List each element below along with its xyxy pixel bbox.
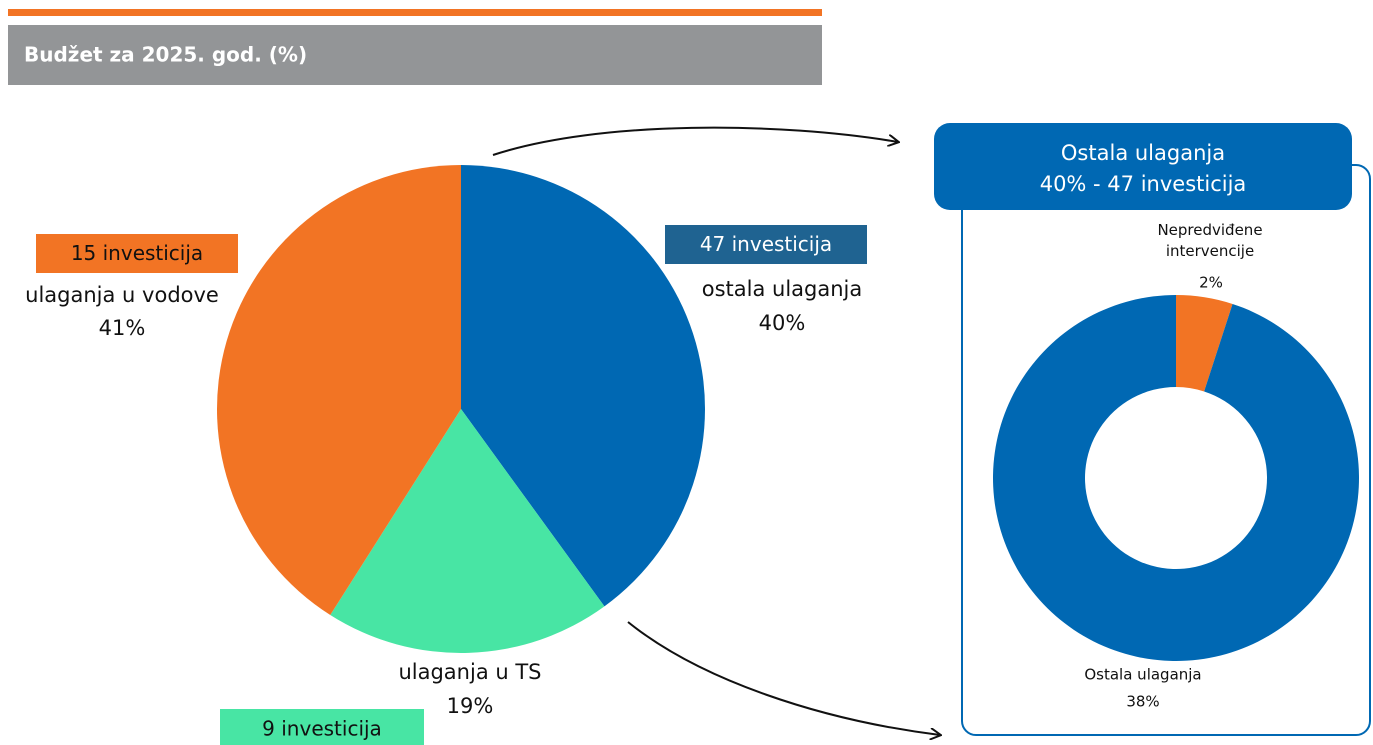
slice <box>461 165 705 607</box>
annotation: 15 investicija <box>71 241 203 265</box>
annotation: 9 investicija <box>262 717 382 741</box>
value-label: 41% <box>99 316 146 340</box>
detail-title: Ostala ulaganja <box>1061 141 1225 165</box>
detail-header <box>934 123 1352 210</box>
arrow <box>492 126 898 156</box>
value-label: 2% <box>1199 274 1223 292</box>
annotation-box <box>220 709 424 745</box>
slice <box>330 409 605 653</box>
category-label: ulaganja u vodove <box>25 283 219 307</box>
value-label: 38% <box>1126 693 1159 711</box>
header-bar <box>8 25 822 85</box>
chart-title: Budžet za 2025. god. (%) <box>24 43 307 67</box>
category-label: ulaganja u TS <box>398 660 541 684</box>
category-label-box: Nepredviđene intervencije <box>1157 221 1263 260</box>
value-label: 40% <box>759 311 806 335</box>
annotation: 47 investicija <box>700 232 832 256</box>
slice <box>1176 295 1233 392</box>
arrow <box>627 621 940 735</box>
value-label: 19% <box>447 694 494 718</box>
category-label: Nepredviđene intervencije <box>1157 221 1263 260</box>
annotation-box <box>36 234 238 273</box>
category-label: Ostala ulaganja <box>1084 666 1201 684</box>
header-accent <box>8 9 822 16</box>
slice <box>217 165 461 616</box>
annotation-box <box>665 225 867 264</box>
detail-subtitle: 40% - 47 investicija <box>1040 172 1247 196</box>
slice <box>992 295 1359 661</box>
category-label: ostala ulaganja <box>702 277 863 301</box>
